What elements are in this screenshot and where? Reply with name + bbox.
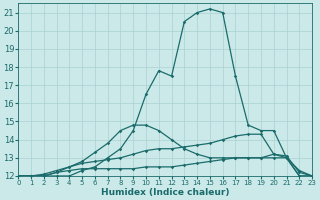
X-axis label: Humidex (Indice chaleur): Humidex (Indice chaleur): [101, 188, 229, 197]
